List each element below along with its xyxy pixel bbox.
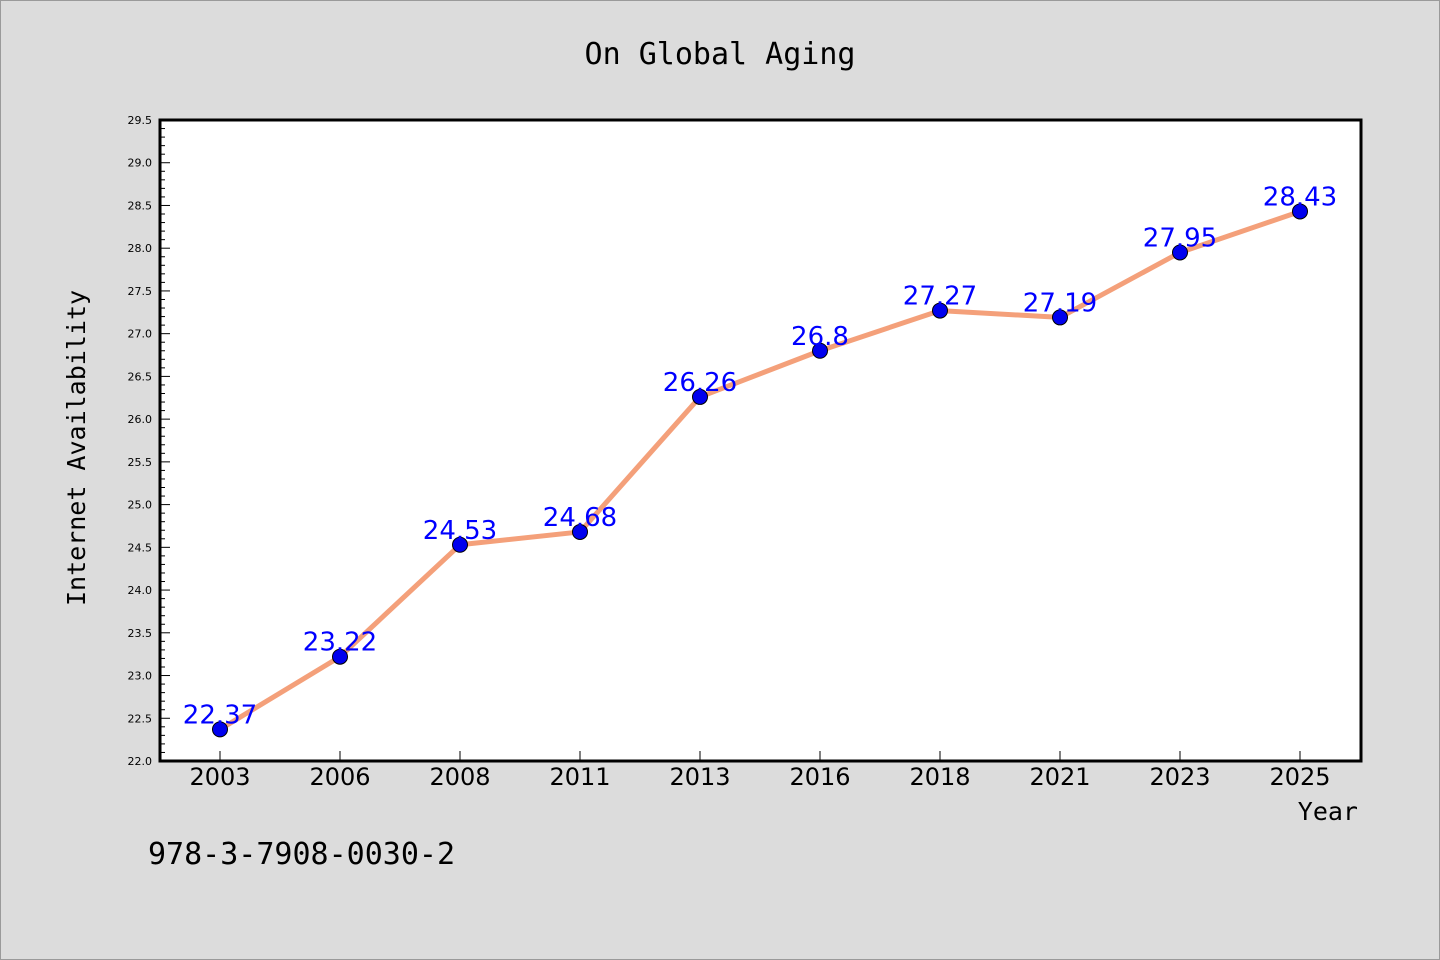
y-tick-label: 24.5 xyxy=(128,541,153,554)
data-label: 23.22 xyxy=(303,628,377,658)
chart-title: On Global Aging xyxy=(585,37,856,72)
x-tick-label: 2013 xyxy=(669,763,730,791)
x-axis: 2003 2006 2008 2011 2013 2016 2018 2021 2023 2025 xyxy=(189,751,1331,791)
data-point-marker xyxy=(452,536,468,553)
y-axis: 22.0 22.5 23.0 23.5 24.0 24.5 25.0 25.5 26.0 26.5… xyxy=(128,114,170,768)
y-tick-label: 23.0 xyxy=(128,670,153,683)
x-tick-label: 2008 xyxy=(429,763,490,791)
y-tick-label: 26.0 xyxy=(128,413,153,426)
data-label: 24.53 xyxy=(423,516,497,546)
y-tick-label: 27.5 xyxy=(128,285,153,298)
x-tick-label: 2025 xyxy=(1269,763,1330,791)
data-label: 27.95 xyxy=(1143,223,1217,253)
y-tick-label: 23.5 xyxy=(128,627,153,640)
x-tick-label: 2018 xyxy=(909,763,970,791)
plot-background xyxy=(160,120,1361,761)
data-point-marker xyxy=(812,342,828,359)
series-line-group xyxy=(218,209,1301,732)
x-tick-label: 2021 xyxy=(1029,763,1090,791)
data-point-marker xyxy=(932,302,948,319)
data-point-marker xyxy=(1292,203,1308,220)
x-axis-label: Year xyxy=(1298,797,1358,826)
data-point-marker xyxy=(572,523,588,540)
y-tick-label: 29.5 xyxy=(128,114,153,127)
y-tick-label: 22.5 xyxy=(128,712,153,725)
plot-border xyxy=(158,118,1363,763)
y-tick-label: 24.0 xyxy=(128,584,153,597)
y-tick-label: 28.5 xyxy=(128,199,153,212)
x-tick-label: 2006 xyxy=(309,763,370,791)
x-tick-label: 2003 xyxy=(189,763,250,791)
y-tick-label: 26.5 xyxy=(128,370,153,383)
y-tick-label: 28.0 xyxy=(128,242,153,255)
x-tick-label: 2016 xyxy=(789,763,850,791)
x-tick-label: 2011 xyxy=(549,763,610,791)
data-label: 22.37 xyxy=(183,700,257,730)
data-label: 26.8 xyxy=(791,322,849,352)
y-tick-label: 25.0 xyxy=(128,499,153,512)
y-tick-label: 25.5 xyxy=(128,456,153,469)
y-tick-label: 29.0 xyxy=(128,157,153,170)
y-tick-label: 27.0 xyxy=(128,328,153,341)
data-label: 26.26 xyxy=(663,368,737,398)
data-point-marker xyxy=(692,388,708,405)
y-tick-label: 22.0 xyxy=(128,755,153,768)
data-label: 27.27 xyxy=(903,282,977,312)
data-point-marker xyxy=(1172,244,1188,261)
series-line xyxy=(218,209,1301,732)
isbn-text: 978-3-7908-0030-2 xyxy=(148,837,455,872)
markers-group xyxy=(212,203,1308,738)
data-label: 28.43 xyxy=(1263,182,1337,212)
x-tick-label: 2023 xyxy=(1149,763,1210,791)
data-label: 24.68 xyxy=(543,503,617,533)
data-label: 27.19 xyxy=(1023,288,1097,318)
y-axis-label: Internet Availability xyxy=(62,290,91,606)
data-labels-group: 22.37 23.22 24.53 24.68 26.26 26.8 27.27 27.19 2… xyxy=(183,182,1337,730)
data-point-marker xyxy=(332,648,348,665)
data-point-marker xyxy=(1052,309,1068,326)
data-point-marker xyxy=(212,721,228,738)
